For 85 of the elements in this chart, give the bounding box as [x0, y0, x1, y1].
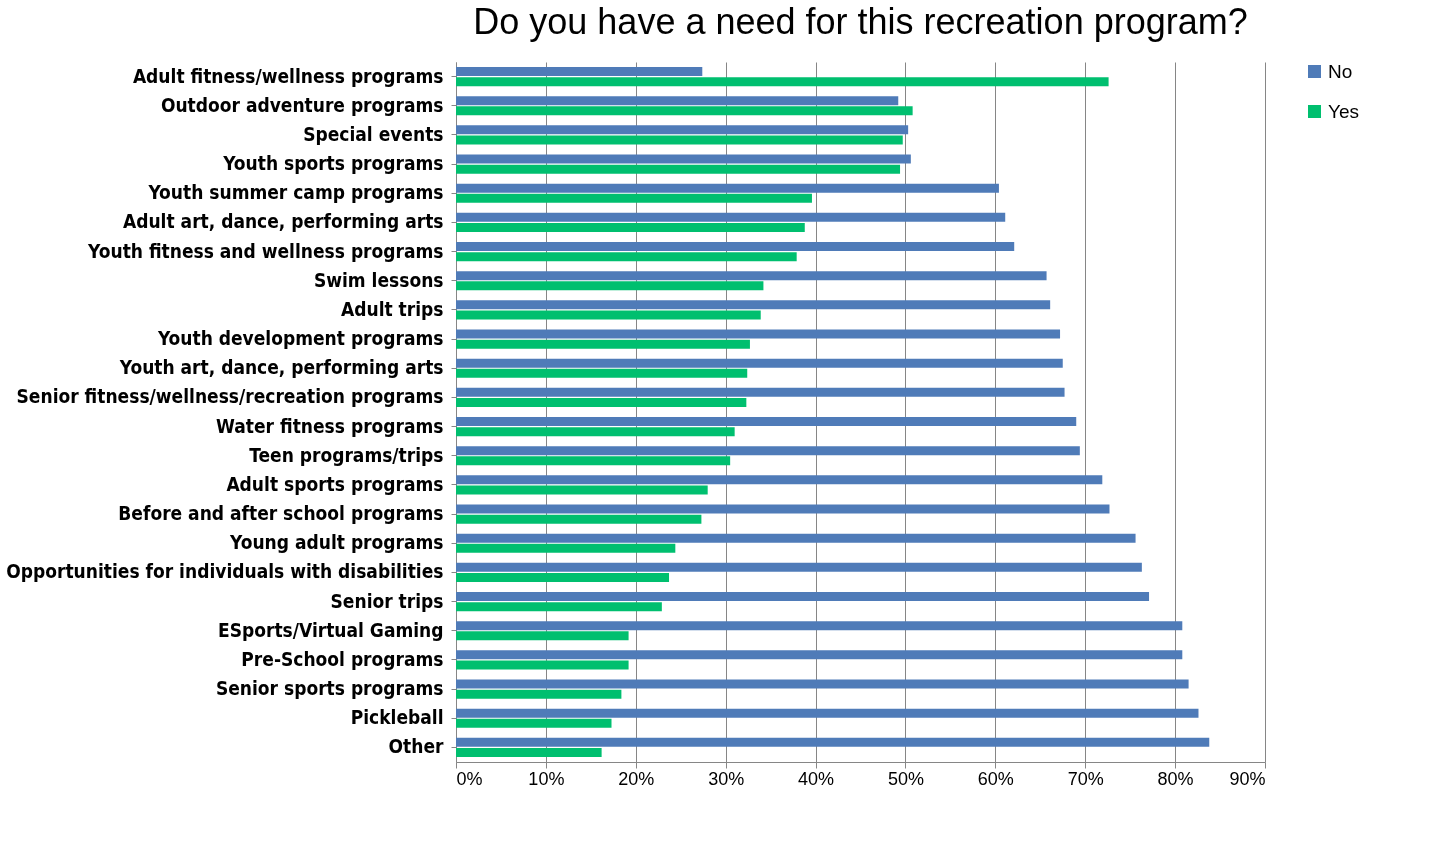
y-tick-label: Pre-School programs: [241, 647, 444, 670]
bar: [456, 562, 1142, 572]
bar: [456, 241, 1015, 251]
bar: [456, 125, 909, 135]
x-tick-label: 0%: [456, 768, 483, 789]
y-tick-label: Youth fitness and wellness programs: [87, 239, 444, 262]
y-tick-label: Youth summer camp programs: [147, 181, 444, 204]
y-tick-label: Pickleball: [350, 706, 444, 729]
bar: [456, 164, 901, 174]
y-tick-label: Young adult programs: [229, 531, 444, 554]
y-tick-label: Senior sports programs: [215, 677, 444, 700]
bar: [456, 737, 1210, 747]
bar: [456, 514, 702, 524]
bar: [456, 533, 1136, 543]
y-tick-label: Adult art, dance, performing arts: [122, 210, 444, 233]
legend-label: No: [1328, 60, 1353, 82]
x-tick-label: 60%: [977, 768, 1014, 789]
bar: [456, 66, 703, 76]
bar: [456, 631, 629, 641]
y-tick-label: Teen programs/trips: [249, 443, 444, 466]
y-tick-label: Senior fitness/wellness/recreation programs: [16, 385, 444, 408]
x-tick-label: 90%: [1229, 768, 1266, 789]
y-tick-label: Other: [388, 735, 445, 758]
bar: [456, 183, 999, 193]
bar: [456, 591, 1150, 601]
bar: [456, 193, 812, 203]
bar: [456, 689, 622, 699]
bar: [456, 427, 735, 437]
bar: [456, 456, 731, 466]
y-tick-label: Opportunities for individuals with disabilities: [6, 560, 444, 583]
bar: [456, 106, 913, 116]
bar: [456, 368, 748, 378]
x-tick-label: 30%: [708, 768, 745, 789]
y-tick-label: Youth development programs: [156, 327, 444, 350]
bar: [456, 281, 764, 291]
x-tick-label: 70%: [1067, 768, 1104, 789]
chart-title: Do you have a need for this recreation program?: [473, 1, 1248, 42]
bar: [456, 708, 1199, 718]
bar: [456, 504, 1110, 514]
y-tick-label: Youth sports programs: [222, 152, 444, 175]
y-tick-label: Senior trips: [330, 589, 444, 612]
bar: [456, 358, 1063, 368]
bar: [456, 416, 1077, 426]
y-tick-label: Adult trips: [341, 297, 444, 320]
bar: [456, 446, 1080, 456]
x-tick-label: 50%: [887, 768, 924, 789]
bar: [456, 679, 1189, 689]
bar: [456, 475, 1103, 485]
x-tick-label: 20%: [618, 768, 655, 789]
bar: [456, 135, 903, 145]
bar: [456, 660, 629, 670]
bar: [456, 212, 1006, 222]
y-tick-label: Adult fitness/wellness programs: [132, 64, 444, 87]
x-tick-label: 40%: [798, 768, 835, 789]
bar: [456, 300, 1051, 310]
y-tick-label: Special events: [303, 122, 444, 145]
y-tick-label: ESports/Virtual Gaming: [218, 618, 444, 641]
legend-label: Yes: [1328, 100, 1359, 122]
y-tick-label: Before and after school programs: [118, 502, 444, 525]
y-tick-label: Youth art, dance, performing arts: [118, 356, 444, 379]
bar: [456, 96, 899, 106]
bar: [456, 154, 911, 164]
bar: [456, 398, 747, 408]
bar: [456, 650, 1183, 660]
bar: [456, 77, 1109, 87]
bar: [456, 387, 1065, 397]
bar: [456, 310, 761, 320]
bar: [456, 573, 670, 583]
bar: [456, 718, 612, 728]
bar: [456, 339, 750, 349]
bar: [456, 329, 1061, 339]
y-tick-label: Swim lessons: [313, 268, 444, 291]
bar: [456, 602, 662, 612]
bar: [456, 748, 602, 758]
bar: [456, 223, 805, 233]
bar: [456, 621, 1183, 631]
bar: [456, 485, 708, 495]
bar: [456, 252, 797, 262]
x-tick-label: 80%: [1157, 768, 1194, 789]
bar: [456, 543, 676, 553]
bar: [456, 271, 1047, 281]
y-tick-label: Outdoor adventure programs: [160, 93, 444, 116]
x-tick-label: 10%: [528, 768, 565, 789]
y-tick-label: Adult sports programs: [226, 472, 444, 495]
y-tick-label: Water fitness programs: [216, 414, 444, 437]
